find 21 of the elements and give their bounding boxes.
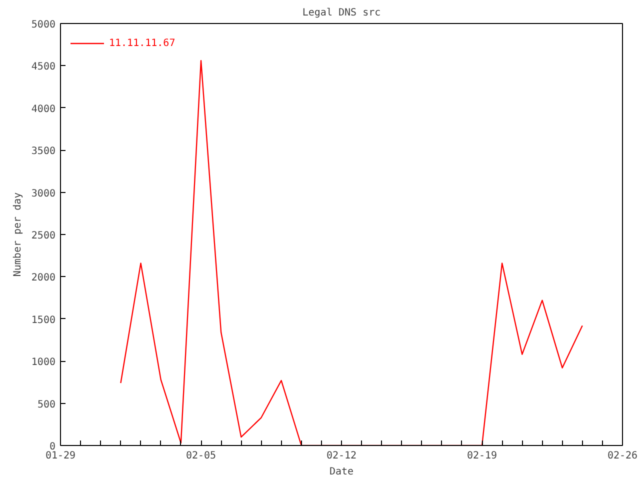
x-tick-label: 02-12: [326, 450, 357, 462]
y-axis-title: Number per day: [12, 192, 24, 277]
y-tick-label: 2000: [31, 272, 56, 284]
y-tick-label: 5000: [31, 20, 56, 30]
y-tick-label: 1000: [31, 357, 56, 368]
y-tick-label: 2500: [31, 230, 56, 242]
x-tick-label: 02-26: [607, 450, 638, 462]
legend-label: 11.11.11.67: [109, 38, 176, 48]
y-tick-label: 4000: [31, 104, 56, 115]
line-series: [120, 60, 583, 446]
x-tick-label: 01-29: [45, 450, 76, 462]
y-tick-label: 1500: [31, 314, 56, 326]
x-tick-label: 02-19: [466, 450, 498, 462]
x-tick-label: 02-05: [186, 450, 216, 462]
y-tick-label: 3500: [31, 146, 56, 158]
y-tick-label: 500: [37, 399, 56, 410]
y-tick-label: 4500: [31, 62, 56, 73]
y-tick-label: 3000: [31, 188, 56, 200]
x-axis-title: Date: [329, 466, 354, 478]
chart-title: Legal DNS src: [302, 8, 381, 18]
y-tick-label: 0: [49, 442, 56, 452]
